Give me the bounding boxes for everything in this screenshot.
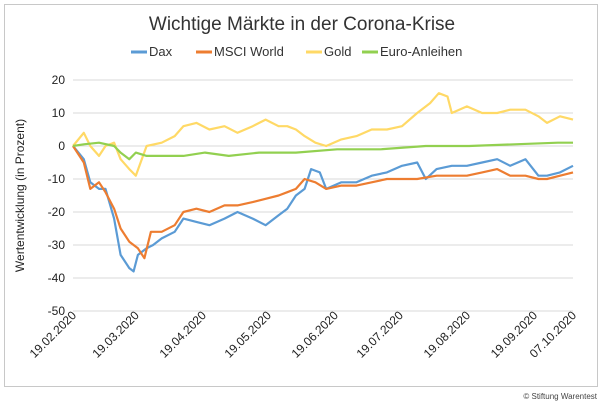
x-tick-label: 19.03.2020 xyxy=(90,308,143,361)
y-tick-label: 0 xyxy=(58,139,65,153)
legend-label: Dax xyxy=(149,44,173,59)
series-line-euro-anleihen xyxy=(72,141,573,161)
gridlines xyxy=(73,79,573,312)
x-tick-label: 19.05.2020 xyxy=(222,308,275,361)
chart-frame xyxy=(4,4,598,387)
y-tick-label: -50 xyxy=(48,304,66,318)
x-tick-label: 19.04.2020 xyxy=(157,308,210,361)
y-axis-label: Wertentwicklung (in Prozent) xyxy=(13,119,27,272)
x-tick-label: 19.06.2020 xyxy=(289,308,342,361)
x-tick-label: 19.08.2020 xyxy=(421,308,474,361)
legend-label: Gold xyxy=(324,44,351,59)
copyright-credit: © Stiftung Warentest xyxy=(523,392,597,401)
x-tick-label: 19.07.2020 xyxy=(354,308,407,361)
legend-label: MSCI World xyxy=(214,44,284,59)
legend-label: Euro-Anleihen xyxy=(380,44,462,59)
y-tick-label: -20 xyxy=(48,205,66,219)
y-axis-ticks: 20 10 0 -10 -20 -30 -40 -50 xyxy=(48,73,66,318)
series-lines xyxy=(72,92,574,273)
chart-title: Wichtige Märkte in der Corona-Krise xyxy=(149,14,455,35)
series-line-dax xyxy=(72,145,574,273)
y-tick-label: -30 xyxy=(48,238,66,252)
series-line-msci-world xyxy=(72,145,574,260)
x-axis-ticks: 19.02.2020 19.03.2020 19.04.2020 19.05.2020… xyxy=(27,308,580,361)
y-tick-label: -10 xyxy=(48,172,66,186)
series-line-gold xyxy=(72,92,574,177)
y-tick-label: 10 xyxy=(52,106,66,120)
legend: Dax MSCI World Gold Euro-Anleihen xyxy=(131,44,462,59)
y-tick-label: 20 xyxy=(52,73,66,87)
y-tick-label: -40 xyxy=(48,271,66,285)
